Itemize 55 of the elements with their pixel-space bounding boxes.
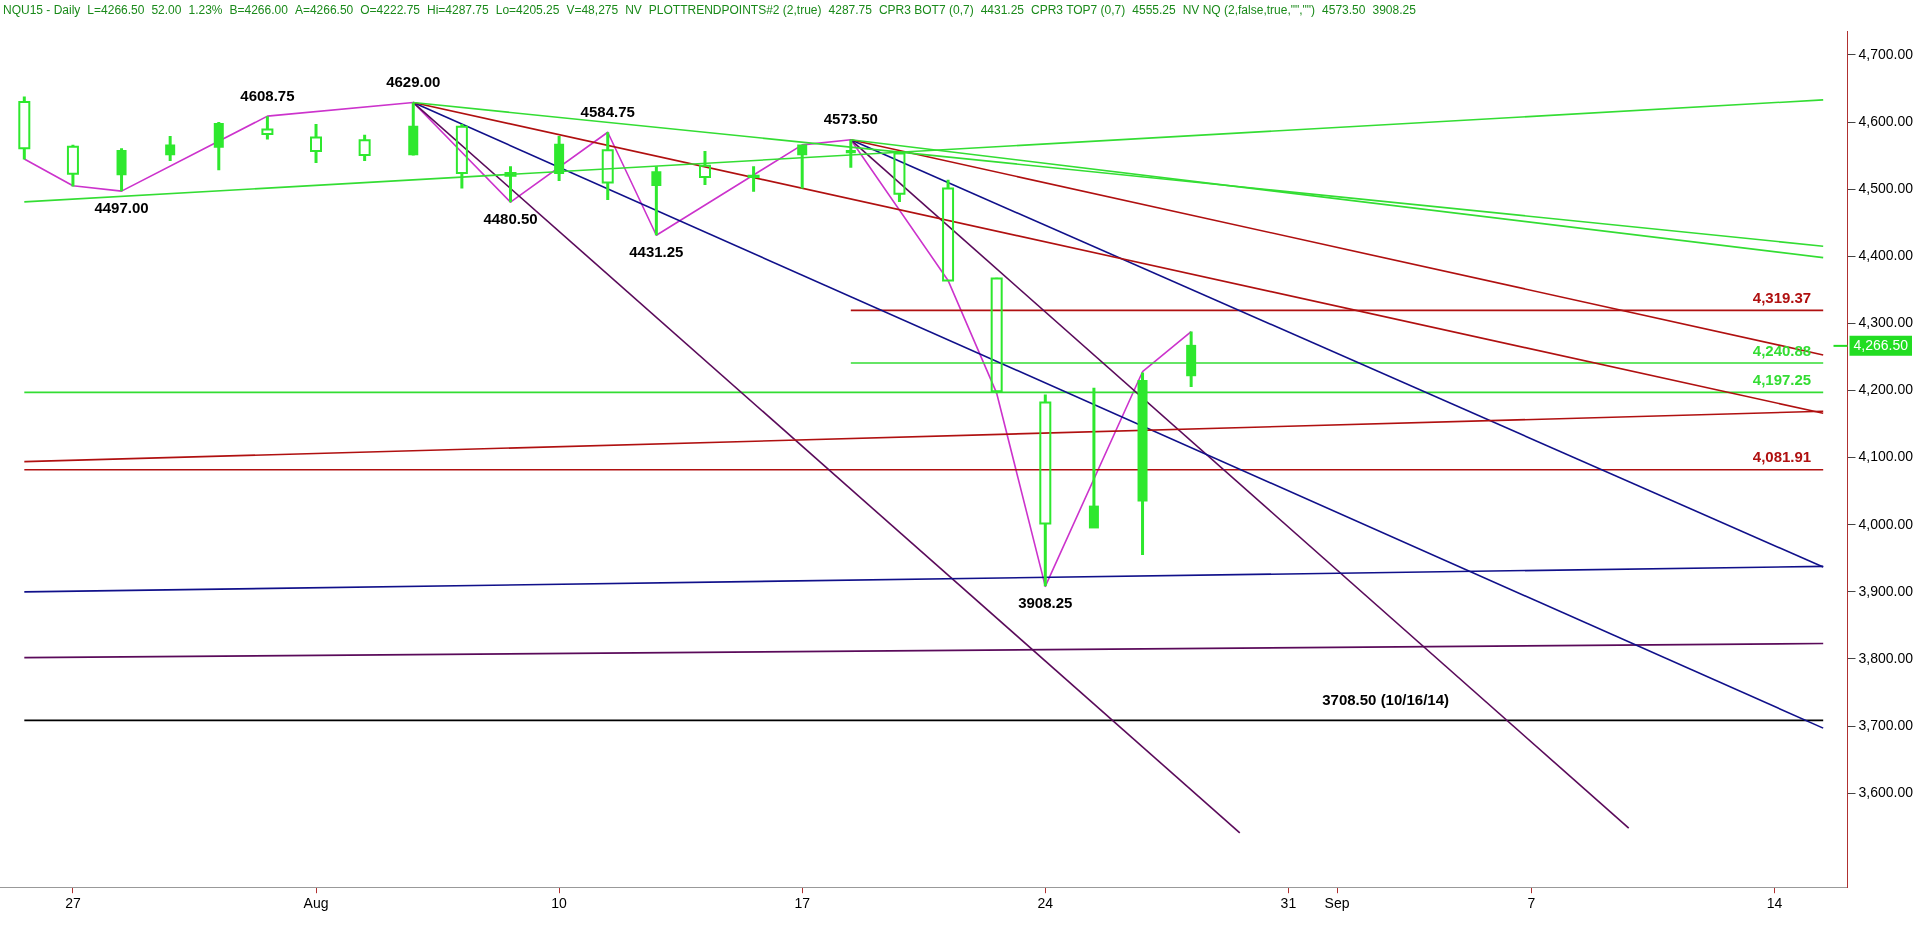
text: O=4222.75 xyxy=(360,3,420,17)
x-tick-label: 10 xyxy=(551,895,568,912)
text: Lo=4205.25 xyxy=(495,3,560,17)
text: V=48,275 xyxy=(566,3,619,17)
data-label: 4,197.25 xyxy=(1752,370,1812,388)
data-label: 4573.50 xyxy=(823,110,878,128)
text: B=4266.00 xyxy=(229,3,288,17)
y-tick-label: 3,700.00 xyxy=(1858,716,1914,733)
ref-line-label: 4,266.50 xyxy=(1853,336,1909,353)
y-tick-label: 4,300.00 xyxy=(1858,314,1914,331)
text: CPR3 TOP7 (0,7) xyxy=(1031,3,1126,17)
y-tick-label: 4,500.00 xyxy=(1858,180,1914,196)
y-tick-label: 4,400.00 xyxy=(1858,247,1914,264)
data-label: 4629.00 xyxy=(386,73,441,91)
text: CPR3 BOT7 (0,7) xyxy=(878,3,974,17)
text: L=4266.50 xyxy=(87,3,145,17)
data-label: 4,319.37 xyxy=(1752,289,1812,307)
y-tick-label: 3,900.00 xyxy=(1858,582,1914,599)
text: A=4266.50 xyxy=(294,3,354,17)
text: 52.00 xyxy=(151,3,182,17)
data-label: 4480.50 xyxy=(483,209,538,227)
x-tick-label: 17 xyxy=(794,895,811,912)
text: 3908.25 xyxy=(1372,3,1416,17)
y-tick-label: 3,600.00 xyxy=(1858,784,1914,801)
x-tick-label: 14 xyxy=(1766,895,1783,912)
text: Hi=4287.75 xyxy=(426,3,489,17)
text: NV xyxy=(625,3,642,17)
data-label: 3708.50 (10/16/14) xyxy=(1322,691,1450,709)
data-label: 4,240.88 xyxy=(1752,341,1812,359)
y-tick-label: 4,100.00 xyxy=(1858,448,1914,465)
data-label: 4431.25 xyxy=(629,242,684,260)
text: PLOTTRENDPOINTS#2 (2,true) xyxy=(648,3,822,17)
x-tick-label: 24 xyxy=(1037,895,1054,912)
x-tick-label: Sep xyxy=(1324,895,1350,912)
y-tick-label: 4,700.00 xyxy=(1858,45,1914,62)
x-tick-label: Aug xyxy=(303,895,329,912)
text: 4573.50 xyxy=(1322,3,1366,17)
text: 4555.25 xyxy=(1132,3,1176,17)
data-label: 4584.75 xyxy=(580,102,635,120)
x-tick-label: 7 xyxy=(1527,895,1536,912)
chart-title: NQU15 - Daily xyxy=(3,3,81,17)
data-label: 4608.75 xyxy=(240,86,295,104)
y-tick-label: 4,600.00 xyxy=(1858,112,1914,129)
text: NV NQ (2,false,true,"","") xyxy=(1182,3,1316,17)
y-tick-label: 3,800.00 xyxy=(1858,649,1914,666)
data-label: 4497.00 xyxy=(94,198,149,216)
x-tick-label: 31 xyxy=(1280,895,1297,912)
data-label: 4,081.91 xyxy=(1752,448,1812,466)
text: 4431.25 xyxy=(980,3,1025,17)
text: 1.23% xyxy=(188,3,223,17)
y-tick-label: 4,200.00 xyxy=(1858,381,1914,398)
text: 4287.75 xyxy=(828,3,872,17)
y-tick-label: 4,000.00 xyxy=(1858,515,1914,532)
x-tick-label: 27 xyxy=(65,895,81,912)
data-label: 3908.25 xyxy=(1018,593,1073,611)
